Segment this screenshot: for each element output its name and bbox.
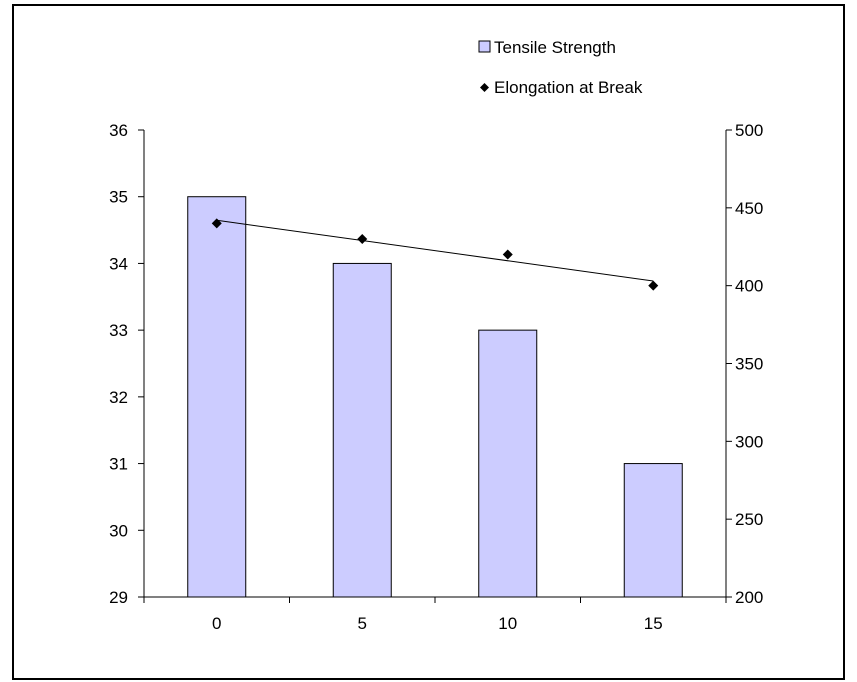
- left-tick-label: 31: [109, 455, 128, 474]
- elongation-trendline: [216, 219, 654, 282]
- left-tick-label: 35: [109, 188, 128, 207]
- bar-5: [332, 262, 392, 598]
- x-tick-label: 10: [498, 614, 517, 633]
- ticks-layer: 29 30 31 32 33 34 35 36 200 250 300 350 400 450 500 0 5 1…: [109, 121, 763, 633]
- chart-frame: [12, 4, 845, 680]
- x-tick-label: 5: [358, 614, 367, 633]
- legend: Tensile Strength Elongation at Break: [478, 38, 643, 97]
- right-tick-label: 200: [735, 588, 763, 607]
- bar-10: [478, 329, 538, 598]
- x-tick-label: 15: [644, 614, 663, 633]
- elongation-point-10: [502, 249, 513, 260]
- legend-label-elongation-at-break: Elongation at Break: [494, 78, 643, 97]
- elongation-point-15: [648, 280, 659, 291]
- left-tick-label: 33: [109, 321, 128, 340]
- elongation-point-5: [357, 233, 368, 244]
- left-tick-label: 32: [109, 388, 128, 407]
- right-tick-label: 500: [735, 121, 763, 140]
- right-tick-label: 450: [735, 199, 763, 218]
- left-tick-label: 34: [109, 254, 128, 273]
- bars-layer: [187, 196, 683, 598]
- right-tick-label: 400: [735, 277, 763, 296]
- legend-marker-elongation-at-break: [480, 83, 489, 92]
- left-tick-label: 29: [109, 588, 128, 607]
- left-tick-label: 30: [109, 521, 128, 540]
- left-tick-label: 36: [109, 121, 128, 140]
- right-tick-label: 350: [735, 355, 763, 374]
- legend-swatch-tensile-strength: [478, 40, 491, 53]
- bar-15: [623, 463, 683, 598]
- right-tick-label: 300: [735, 432, 763, 451]
- right-tick-label: 250: [735, 510, 763, 529]
- bar-0: [187, 196, 247, 598]
- legend-label-tensile-strength: Tensile Strength: [494, 38, 616, 57]
- line-layer: [211, 218, 659, 291]
- x-tick-label: 0: [212, 614, 221, 633]
- elongation-point-0: [211, 218, 222, 229]
